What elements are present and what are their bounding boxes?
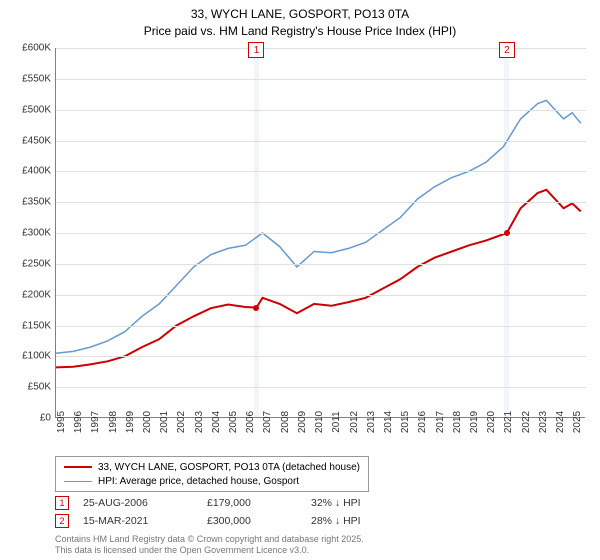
legend-swatch: [64, 466, 92, 468]
y-tick-label: £500K: [1, 104, 51, 115]
x-tick-label: 2012: [349, 411, 360, 433]
gridline: [56, 295, 586, 296]
x-tick-label: 2015: [400, 411, 411, 433]
sale-marker-mini: 1: [55, 496, 69, 510]
y-tick-label: £600K: [1, 43, 51, 54]
chart-container: 33, WYCH LANE, GOSPORT, PO13 0TA Price p…: [0, 0, 600, 560]
sale-dot: [253, 305, 259, 311]
sale-row: 2 15-MAR-2021 £300,000 28% ↓ HPI: [55, 512, 411, 530]
gridline: [56, 79, 586, 80]
sale-marker-mini: 2: [55, 514, 69, 528]
plot-area: £0£50K£100K£150K£200K£250K£300K£350K£400…: [55, 48, 585, 418]
x-tick-label: 2009: [297, 411, 308, 433]
footer-attribution: Contains HM Land Registry data © Crown c…: [55, 534, 364, 556]
x-tick-label: 2008: [280, 411, 291, 433]
x-tick-label: 1997: [90, 411, 101, 433]
x-tick-label: 2010: [314, 411, 325, 433]
x-tick-label: 2017: [435, 411, 446, 433]
sale-date: 25-AUG-2006: [83, 497, 193, 509]
title-block: 33, WYCH LANE, GOSPORT, PO13 0TA Price p…: [0, 0, 600, 40]
series-price_paid: [56, 190, 581, 368]
y-tick-label: £300K: [1, 228, 51, 239]
x-tick-label: 2020: [486, 411, 497, 433]
y-tick-label: £550K: [1, 73, 51, 84]
sale-price: £300,000: [207, 515, 297, 527]
x-tick-label: 2004: [211, 411, 222, 433]
series-hpi: [56, 100, 581, 353]
sale-date: 15-MAR-2021: [83, 515, 193, 527]
y-tick-label: £450K: [1, 135, 51, 146]
gridline: [56, 264, 586, 265]
x-tick-label: 2014: [383, 411, 394, 433]
x-tick-label: 2019: [469, 411, 480, 433]
x-tick-label: 2003: [194, 411, 205, 433]
y-tick-label: £200K: [1, 289, 51, 300]
gridline: [56, 141, 586, 142]
x-tick-label: 2016: [417, 411, 428, 433]
sale-marker: 1: [248, 42, 264, 58]
chart-area: £0£50K£100K£150K£200K£250K£300K£350K£400…: [55, 48, 585, 418]
y-tick-label: £50K: [1, 382, 51, 393]
y-tick-label: £0: [1, 413, 51, 424]
y-tick-label: £100K: [1, 351, 51, 362]
legend-label: HPI: Average price, detached house, Gosp…: [98, 476, 299, 487]
x-tick-label: 2023: [538, 411, 549, 433]
x-tick-label: 2006: [245, 411, 256, 433]
x-tick-label: 2021: [503, 411, 514, 433]
sales-table: 1 25-AUG-2006 £179,000 32% ↓ HPI 2 15-MAR-202…: [55, 494, 411, 530]
y-tick-label: £250K: [1, 258, 51, 269]
legend-swatch: [64, 481, 92, 482]
x-tick-label: 2011: [331, 411, 342, 433]
sale-marker: 2: [499, 42, 515, 58]
gridline: [56, 171, 586, 172]
gridline: [56, 356, 586, 357]
legend-row: HPI: Average price, detached house, Gosp…: [64, 474, 360, 488]
sale-price: £179,000: [207, 497, 297, 509]
y-tick-label: £150K: [1, 320, 51, 331]
legend-box: 33, WYCH LANE, GOSPORT, PO13 0TA (detach…: [55, 456, 369, 492]
gridline: [56, 326, 586, 327]
sale-row: 1 25-AUG-2006 £179,000 32% ↓ HPI: [55, 494, 411, 512]
footer-line-1: Contains HM Land Registry data © Crown c…: [55, 534, 364, 545]
x-tick-label: 1999: [125, 411, 136, 433]
x-tick-label: 2022: [521, 411, 532, 433]
x-tick-label: 1995: [56, 411, 67, 433]
legend-label: 33, WYCH LANE, GOSPORT, PO13 0TA (detach…: [98, 462, 360, 473]
y-tick-label: £350K: [1, 197, 51, 208]
x-tick-label: 2001: [159, 411, 170, 433]
x-tick-label: 2024: [555, 411, 566, 433]
legend-row: 33, WYCH LANE, GOSPORT, PO13 0TA (detach…: [64, 460, 360, 474]
sale-delta: 28% ↓ HPI: [311, 515, 411, 527]
gridline: [56, 387, 586, 388]
gridline: [56, 202, 586, 203]
sale-dot: [504, 230, 510, 236]
title-line-2: Price paid vs. HM Land Registry's House …: [0, 23, 600, 40]
title-line-1: 33, WYCH LANE, GOSPORT, PO13 0TA: [0, 6, 600, 23]
x-tick-label: 2007: [262, 411, 273, 433]
x-tick-label: 2018: [452, 411, 463, 433]
x-tick-label: 2002: [176, 411, 187, 433]
x-tick-label: 2025: [572, 411, 583, 433]
x-tick-label: 2013: [366, 411, 377, 433]
x-tick-label: 1998: [108, 411, 119, 433]
gridline: [56, 110, 586, 111]
x-tick-label: 1996: [73, 411, 84, 433]
x-tick-label: 2000: [142, 411, 153, 433]
y-tick-label: £400K: [1, 166, 51, 177]
sale-delta: 32% ↓ HPI: [311, 497, 411, 509]
x-tick-label: 2005: [228, 411, 239, 433]
footer-line-2: This data is licensed under the Open Gov…: [55, 545, 364, 556]
